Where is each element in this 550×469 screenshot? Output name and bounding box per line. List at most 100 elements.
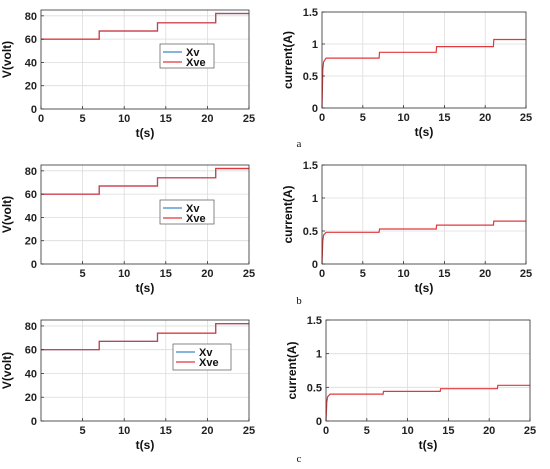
y-tick-label: 80 [25,321,37,333]
y-tick-label: 0.5 [307,382,322,394]
x-tick-label: 5 [80,268,86,280]
series-line-xve [41,12,249,40]
x-axis-label: t(s) [415,125,434,139]
y-tick-label: 1.5 [303,160,318,172]
plot-area [41,10,249,109]
x-tick-label: 25 [520,268,532,280]
series-line-xve [41,323,249,351]
x-tick-label: 20 [479,112,491,124]
x-tick-label: 0 [323,425,329,437]
x-tick-label: 10 [397,268,409,280]
legend-box [159,43,215,69]
x-tick-label: 20 [479,268,491,280]
x-axis-label: t(s) [136,281,155,295]
x-tick-label: 10 [118,113,130,125]
y-tick-label: 1 [316,349,322,361]
x-tick-label: 25 [243,268,255,280]
x-axis-label: t(s) [419,438,438,452]
x-tick-label: 5 [80,425,86,437]
x-tick-label: 15 [160,268,172,280]
x-axis-label: t(s) [136,438,155,452]
x-tick-label: 10 [118,268,130,280]
x-tick-label: 0 [319,112,325,124]
y-tick-label: 20 [25,81,37,93]
y-axis-label: current(A) [281,185,295,243]
y-tick-label: 0 [31,416,37,428]
axes-frame [321,164,527,265]
y-tick-label: 0 [316,416,322,428]
x-tick-label: 25 [524,425,536,437]
x-tick-label: 15 [438,112,450,124]
plot-area [326,320,530,421]
x-tick-label: 25 [243,425,255,437]
x-tick-label: 0 [38,113,44,125]
x-axis-label: t(s) [415,281,434,295]
y-tick-label: 0.5 [303,226,318,238]
y-tick-label: 0.5 [303,71,318,83]
x-tick-label: 20 [201,268,213,280]
y-tick-label: 80 [25,11,37,23]
x-tick-label: 0 [319,268,325,280]
legend-label-xv: Xv [186,203,200,215]
y-axis-label: V(volt) [0,352,14,389]
x-tick-label: 15 [442,425,454,437]
y-tick-label: 60 [25,34,37,46]
y-tick-label: 40 [25,212,37,224]
y-tick-label: 80 [25,166,37,178]
x-tick-label: 20 [201,425,213,437]
x-tick-label: 25 [520,112,532,124]
x-tick-label: 10 [397,112,409,124]
y-axis-label: current(A) [281,31,295,89]
x-tick-label: 5 [360,112,366,124]
caption-c: c [297,453,302,465]
y-tick-label: 0 [31,259,37,271]
y-tick-label: 1 [312,39,318,51]
caption-b: b [296,295,302,307]
series-line [321,220,526,265]
chart-a-right: 0 5 10 15 20 25 0 0.5 1 1.5 t(s) current(A) [281,7,532,139]
series-line [325,384,530,422]
series-line [321,38,526,109]
x-tick-label: 5 [80,113,86,125]
axes-frame [40,9,250,110]
y-axis-label: current(A) [285,341,299,399]
legend-label-xve: Xve [199,357,219,369]
y-tick-label: 20 [25,236,37,248]
legend-label-xve: Xve [186,213,206,225]
y-tick-label: 0 [312,259,318,271]
x-tick-label: 10 [118,425,130,437]
x-axis-label: t(s) [136,126,155,140]
axes-frame [40,164,250,265]
legend-label-xv: Xv [199,347,213,359]
y-axis-label: V(volt) [0,196,14,233]
y-tick-label: 1 [312,193,318,205]
y-tick-label: 40 [25,57,37,69]
x-tick-label: 5 [364,425,370,437]
y-tick-label: 60 [25,189,37,201]
plot-area [41,320,249,421]
y-tick-label: 20 [25,392,37,404]
x-tick-label: 5 [360,268,366,280]
series-line-xve [41,167,249,195]
y-tick-label: 1.5 [307,315,322,327]
x-tick-label: 10 [401,425,413,437]
x-tick-label: 15 [438,268,450,280]
y-tick-label: 40 [25,368,37,380]
chart-c-right: 0 5 10 15 20 25 0 0.5 1 1.5 t(s) current(A) [285,315,536,452]
y-tick-label: 1.5 [303,7,318,19]
plot-area [322,165,526,264]
axes-frame [321,11,527,109]
plot-area [322,12,526,108]
legend-label-xv: Xv [186,47,200,59]
y-tick-label: 0 [312,103,318,115]
axes-frame [325,319,531,422]
legend-box [172,343,232,371]
axes-frame [40,319,250,422]
legend-label-xve: Xve [186,57,206,69]
chart-b-right: 0 5 10 15 20 25 0 0.5 1 1.5 t(s) current(A) [281,160,532,295]
